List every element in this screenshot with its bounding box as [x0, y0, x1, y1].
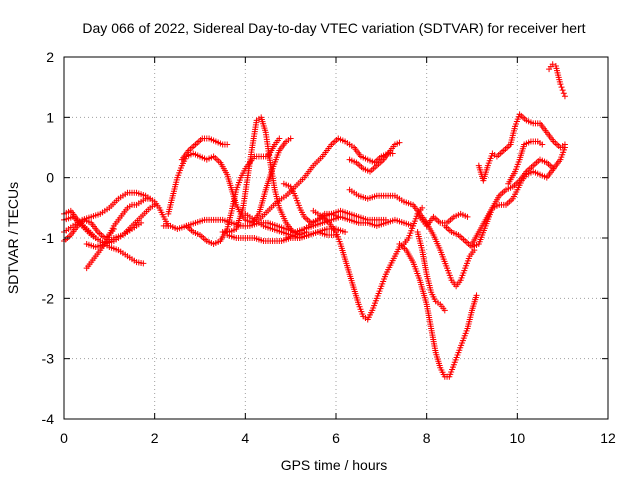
data-point	[382, 216, 389, 223]
data-point	[342, 228, 349, 235]
data-point	[441, 307, 448, 314]
series-track-14	[255, 135, 396, 223]
series-track-17	[310, 204, 426, 323]
data-point	[138, 219, 145, 226]
x-tick-label: 10	[510, 430, 526, 446]
series-track-19	[346, 186, 478, 290]
data-point	[557, 81, 564, 88]
y-tick-label: 2	[46, 49, 54, 65]
data-point	[419, 204, 426, 211]
series-track-20	[396, 241, 480, 380]
y-tick-label: -3	[42, 351, 55, 367]
x-tick-label: 8	[423, 430, 431, 446]
series-track-25	[475, 111, 568, 184]
series-track-27	[546, 61, 568, 100]
data-point	[549, 61, 556, 68]
data-point	[224, 141, 231, 148]
series-track-5	[83, 195, 172, 272]
series-track-21	[414, 228, 448, 314]
data-point	[473, 292, 480, 299]
data-point	[464, 213, 471, 220]
series-track-22	[414, 210, 471, 229]
x-tick-label: 2	[151, 430, 159, 446]
data-point	[287, 135, 294, 142]
y-tick-label: -4	[42, 411, 55, 427]
x-axis-label: GPS time / hours	[281, 457, 388, 473]
grid-lines	[64, 57, 608, 419]
data-point	[559, 87, 566, 94]
data-point	[140, 260, 147, 267]
data-point	[151, 201, 158, 208]
data-point	[561, 93, 568, 100]
y-tick-label: -1	[42, 230, 55, 246]
data-points	[61, 61, 568, 380]
series-track-16	[283, 207, 389, 241]
series-track-4	[61, 189, 154, 235]
series-track-9	[178, 135, 231, 163]
y-tick-label: 0	[46, 170, 54, 186]
data-point	[539, 141, 546, 148]
series-track-11	[219, 114, 310, 238]
data-point	[396, 139, 403, 146]
series-track-18	[346, 139, 403, 175]
x-tick-label: 4	[241, 430, 249, 446]
series-track-6	[83, 201, 158, 251]
x-tick-label: 0	[60, 430, 68, 446]
data-point	[561, 141, 568, 148]
data-point	[335, 213, 342, 220]
x-tick-label: 12	[600, 430, 616, 446]
series-track-24	[469, 144, 568, 248]
chart-title: Day 066 of 2022, Sidereal Day-to-day VTE…	[82, 20, 585, 36]
y-tick-label: 1	[46, 109, 54, 125]
data-point	[389, 150, 396, 157]
y-axis-label: SDTVAR / TECUs	[5, 182, 21, 294]
data-point	[276, 135, 283, 142]
data-point	[560, 90, 567, 97]
x-tick-label: 6	[332, 430, 340, 446]
y-tick-label: -2	[42, 290, 55, 306]
series-track-26	[505, 138, 546, 187]
data-point	[558, 84, 565, 91]
